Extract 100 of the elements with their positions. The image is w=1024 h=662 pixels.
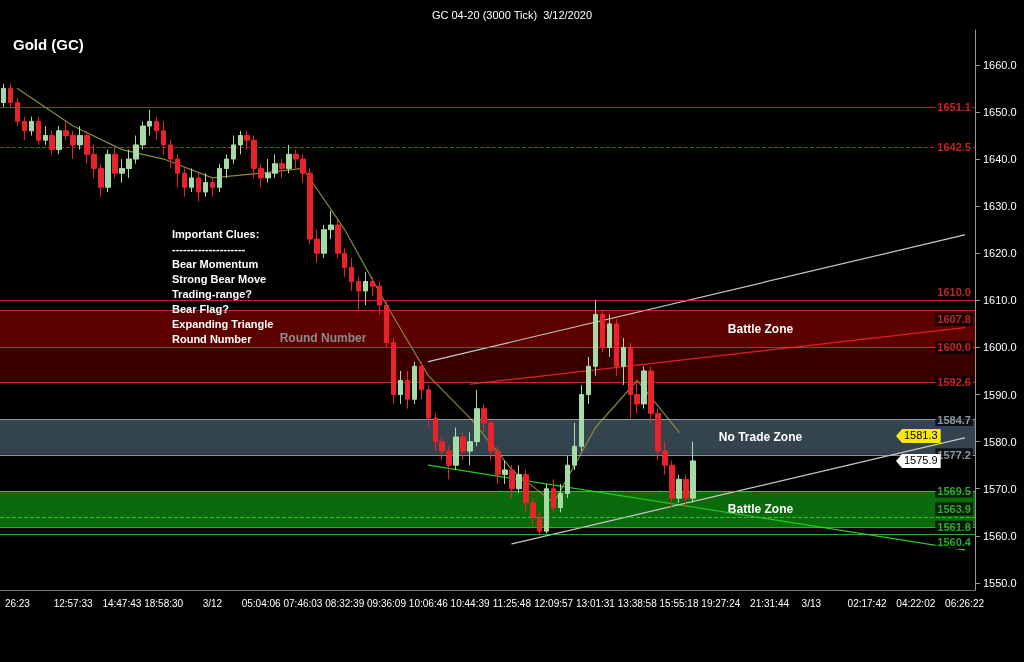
candlestick	[349, 257, 354, 292]
candlestick	[558, 483, 563, 513]
candlestick	[279, 158, 285, 179]
x-tick-label: 08:32:39	[325, 597, 365, 609]
annotation: Strong Bear Move	[171, 272, 267, 285]
candlestick	[22, 116, 27, 141]
annotation: Trading-range?	[172, 287, 253, 300]
x-tick-label: 12:57:33	[53, 597, 94, 609]
y-tick-label: 1590.0	[983, 388, 1017, 401]
candlestick	[412, 361, 417, 405]
x-tick-label: 12:09:57	[534, 597, 574, 609]
candlestick	[154, 116, 159, 141]
annotation: Expanding Triangle	[172, 317, 274, 330]
x-tick-label: 18:58:30	[144, 597, 184, 609]
candlestick	[426, 384, 431, 429]
annotation: Bear Momentum	[172, 257, 259, 270]
candlestick	[621, 337, 626, 386]
candlestick	[586, 356, 591, 405]
candlestick	[161, 120, 166, 155]
band-label: Battle Zone	[727, 502, 794, 517]
candlestick	[460, 431, 466, 461]
x-tick-label: 07:46:03	[283, 597, 323, 609]
y-tick-label: 1640.0	[983, 153, 1017, 166]
candlestick	[224, 153, 229, 179]
candlestick	[286, 144, 292, 174]
candlestick	[168, 139, 173, 169]
candlestick	[1, 83, 6, 108]
candlestick	[572, 422, 577, 471]
y-tick-label: 1650.0	[983, 105, 1017, 118]
candlestick	[544, 483, 549, 534]
annotation: --------------------	[172, 242, 246, 255]
candlestick	[600, 309, 605, 353]
x-tick-label: 3/13	[801, 597, 822, 609]
candlestick	[210, 177, 215, 198]
x-tick-label: 09:36:09	[367, 597, 407, 609]
band-label: No Trade Zone	[718, 430, 803, 445]
candlestick	[56, 125, 62, 155]
candlestick	[36, 116, 41, 146]
x-tick-label: 21:31:44	[750, 597, 790, 609]
candlestick	[405, 370, 410, 410]
x-tick-label: 10:06:46	[408, 597, 449, 609]
candlestick	[175, 153, 180, 188]
y-tick-label: 1600.0	[983, 341, 1017, 354]
candlestick	[593, 299, 598, 377]
candlestick	[196, 172, 201, 202]
y-tick-label: 1550.0	[983, 576, 1017, 589]
candlestick	[391, 337, 396, 405]
candlestick	[419, 361, 424, 400]
candlestick	[182, 167, 187, 198]
x-tick-label: 3/12	[202, 597, 223, 609]
y-tick-label: 1610.0	[983, 294, 1017, 307]
candlestick	[49, 130, 55, 155]
candlestick	[370, 276, 375, 297]
candlestick	[238, 130, 243, 155]
candlestick	[690, 441, 696, 504]
candlestick	[377, 281, 382, 315]
candlestick	[356, 276, 361, 311]
x-tick-label: 10:44:39	[450, 597, 490, 609]
ref-line-label: 1592.6	[937, 376, 971, 389]
x-tick-label: 06:26:22	[945, 597, 985, 609]
x-tick-label: 14:47:43	[102, 597, 142, 609]
ref-line-label: 1577.2	[937, 448, 971, 461]
candlestick	[453, 427, 459, 471]
ref-line-label: 1610.0	[937, 285, 971, 298]
ref-line-label: 1569.5	[937, 485, 971, 498]
candlestick	[43, 125, 48, 146]
candlestick	[565, 455, 570, 499]
candlestick	[676, 474, 682, 504]
candlestick	[551, 478, 556, 513]
x-tick-label: 13:01:31	[575, 597, 616, 609]
y-tick-label: 1580.0	[983, 435, 1017, 448]
candlestick	[15, 97, 20, 127]
candlestick	[217, 163, 222, 193]
candlestick	[363, 271, 368, 306]
y-tick-label: 1560.0	[983, 529, 1017, 542]
x-tick-label: 19:27:24	[701, 597, 741, 609]
candlestick	[77, 125, 83, 151]
candlestick	[502, 459, 508, 485]
annotation: Round Number	[171, 332, 253, 345]
ref-line-label: 1607.8	[937, 313, 971, 326]
candlestick	[607, 313, 612, 358]
x-tick-label: 11:25:48	[492, 597, 532, 609]
y-tick-label: 1630.0	[983, 200, 1017, 213]
x-tick-label: 15:55:18	[659, 597, 699, 609]
candlestick	[516, 464, 522, 494]
candlestick	[112, 144, 118, 179]
band-label: Battle Zone	[727, 322, 794, 337]
ref-line-label: 1560.4	[937, 536, 972, 549]
x-tick-label: 26:23	[4, 597, 31, 609]
x-tick-label: 04:22:02	[896, 597, 936, 609]
x-tick-label: 02:17:42	[847, 597, 887, 609]
annotation: Important Clues:	[171, 227, 260, 240]
ref-line-label: 1642.5	[937, 141, 971, 154]
y-tick-label: 1660.0	[983, 58, 1017, 71]
x-tick-label: 13:38:58	[617, 597, 658, 609]
candlestick	[189, 167, 194, 193]
chart-subtitle: GC 04-20 (3000 Tick) 3/12/2020	[431, 8, 593, 21]
candlestick	[579, 384, 584, 452]
candlestick	[8, 83, 13, 108]
candlestick	[231, 135, 236, 165]
